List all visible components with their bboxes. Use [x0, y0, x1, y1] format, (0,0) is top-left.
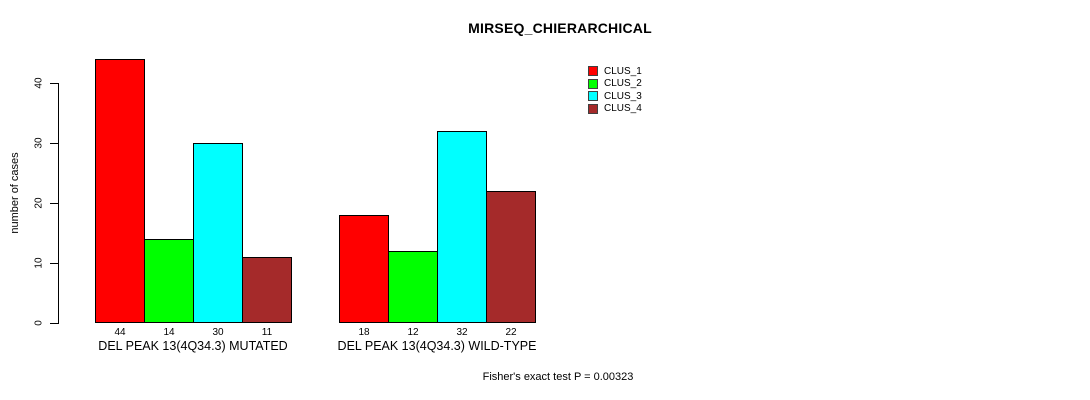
legend-label: CLUS_4 [604, 103, 642, 114]
bar-clus_3-group1 [193, 143, 243, 323]
y-tick [50, 143, 58, 144]
bar-value-label: 11 [261, 327, 273, 338]
bar-clus_2-group2 [388, 251, 438, 323]
y-tick-label: 30 [33, 137, 45, 149]
legend-swatch-icon [588, 78, 598, 89]
legend-label: CLUS_2 [604, 78, 642, 89]
legend-swatch-icon [588, 103, 598, 114]
y-tick-label: 40 [33, 77, 45, 89]
y-tick-label: 10 [33, 257, 45, 269]
bar-clus_1-group2 [339, 215, 389, 323]
bar-value-label: 18 [358, 327, 370, 338]
y-axis-label: number of cases [9, 152, 21, 234]
fisher-test-annotation: Fisher's exact test P = 0.00323 [482, 371, 634, 383]
legend-item-clus_3: CLUS_3 [588, 90, 642, 102]
y-tick-label: 20 [33, 197, 45, 209]
x-category-label: DEL PEAK 13(4Q34.3) MUTATED [98, 339, 288, 353]
legend-swatch-icon [588, 66, 598, 76]
legend-swatch-icon [588, 91, 598, 101]
legend-item-clus_4: CLUS_4 [588, 103, 642, 114]
y-axis-line [58, 83, 59, 324]
bar-value-label: 22 [505, 327, 517, 338]
chart-title: MIRSEQ_CHIERARCHICAL [468, 20, 652, 36]
bar-clus_4-group1 [242, 257, 292, 323]
x-category-label: DEL PEAK 13(4Q34.3) WILD-TYPE [337, 339, 537, 353]
y-tick [50, 83, 58, 84]
y-tick [50, 263, 58, 264]
bar-clus_4-group2 [486, 191, 536, 323]
bar-value-label: 12 [407, 327, 419, 338]
legend-label: CLUS_1 [604, 65, 642, 77]
bar-value-label: 32 [456, 327, 468, 338]
bar-clus_2-group1 [144, 239, 194, 323]
legend-item-clus_1: CLUS_1 [588, 65, 642, 77]
bar-clus_1-group1 [95, 59, 145, 323]
bar-value-label: 44 [114, 327, 126, 338]
legend-label: CLUS_3 [604, 90, 642, 102]
legend: CLUS_1 CLUS_2 CLUS_3 CLUS_4 [588, 66, 642, 114]
y-tick [50, 323, 58, 324]
bar-value-label: 14 [163, 327, 175, 338]
bar-clus_3-group2 [437, 131, 487, 323]
legend-item-clus_2: CLUS_2 [588, 78, 642, 89]
y-tick-label: 0 [33, 320, 45, 326]
y-tick [50, 203, 58, 204]
bar-value-label: 30 [212, 327, 224, 338]
